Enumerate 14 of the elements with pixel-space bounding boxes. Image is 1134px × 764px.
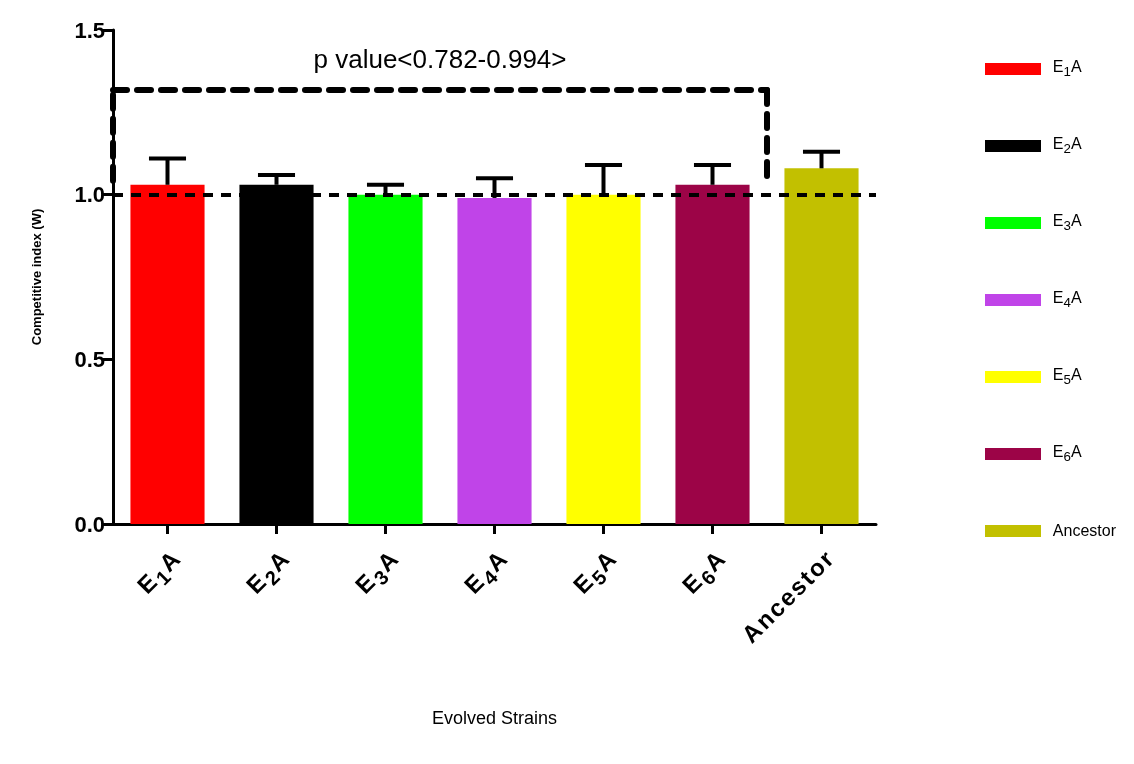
legend-label: Ancestor <box>1052 521 1116 540</box>
y-tick-label: 1.0 <box>74 182 105 208</box>
legend-label: E$_{4}$A <box>1052 288 1082 311</box>
legend-label: E$_{3}$A <box>1052 211 1082 234</box>
legend-label: E$_{6}$A <box>1052 442 1082 465</box>
y-axis-title: Competitive index (W) <box>29 208 44 346</box>
y-tick-label: 1.5 <box>74 17 105 43</box>
legend-label: E$_{2}$A <box>1052 134 1082 157</box>
legend-label: E$_{5}$A <box>1052 365 1082 388</box>
legend-label: E$_{1}$A <box>1052 57 1082 80</box>
annotation: p value<0.782-0.994> <box>313 44 567 74</box>
y-tick-label: 0.5 <box>74 346 105 372</box>
y-tick-label: 0.0 <box>74 511 105 537</box>
x-axis-title: Evolved Strains <box>431 708 558 728</box>
